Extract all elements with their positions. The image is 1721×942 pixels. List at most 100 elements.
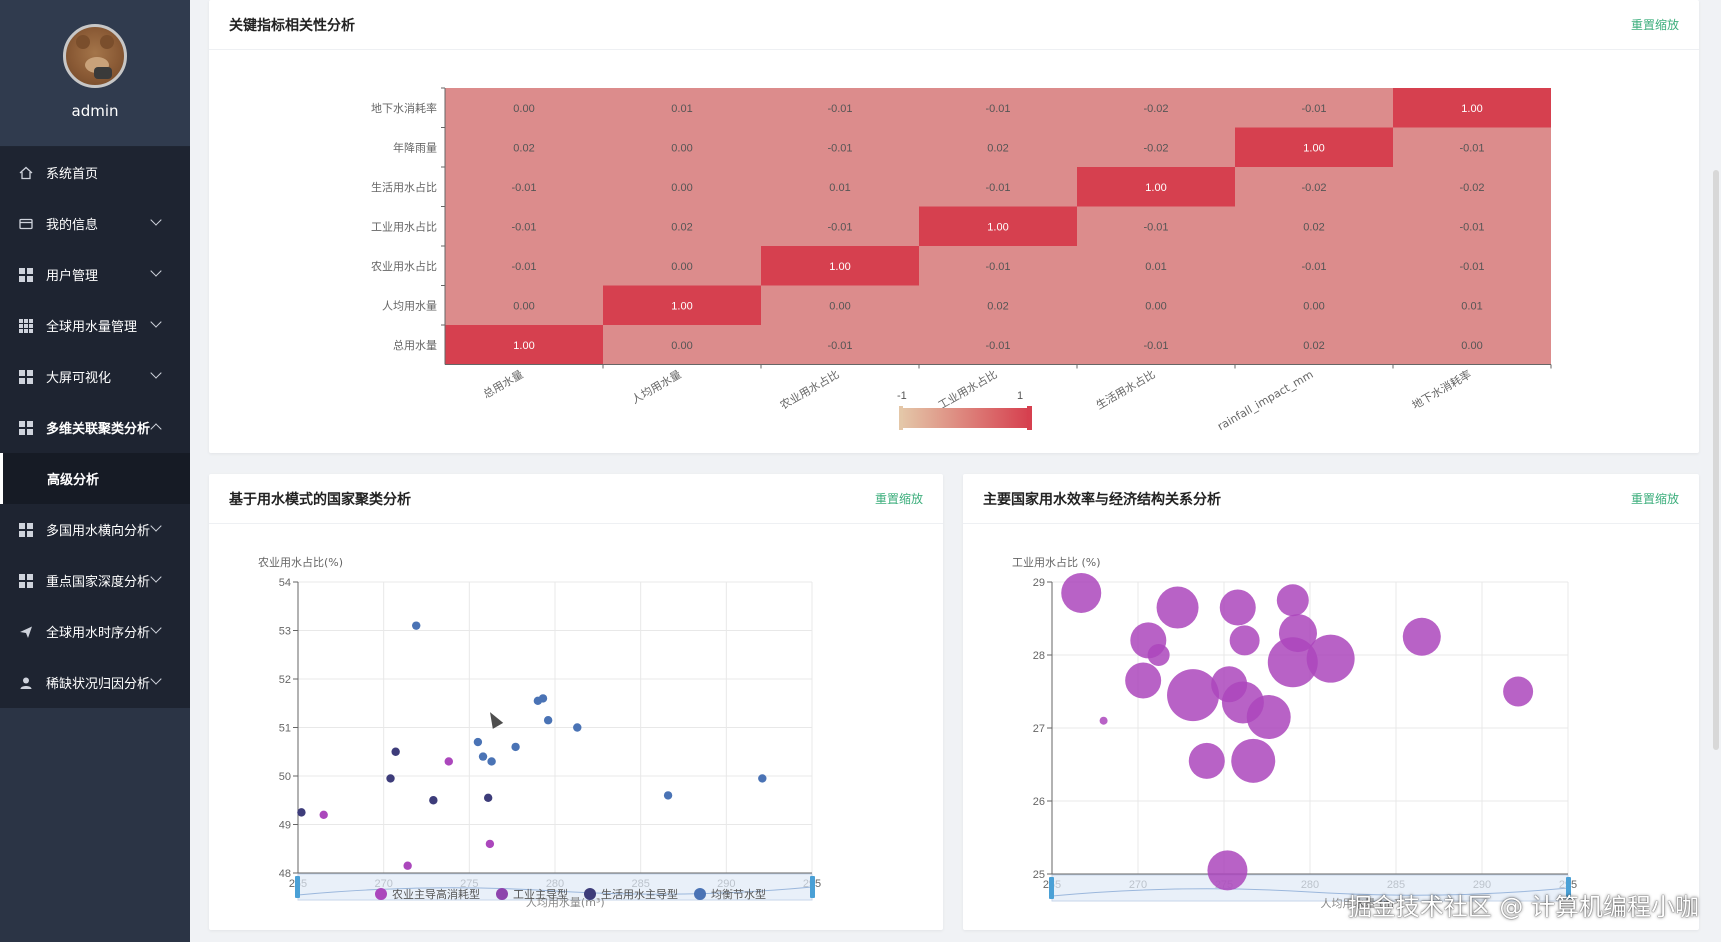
heatmap-cell: [919, 325, 1077, 365]
y-tick-label: 48: [279, 868, 291, 880]
heatmap-cell-label: -0.02: [1143, 142, 1168, 154]
reset-zoom-button[interactable]: 重置缩放: [1630, 18, 1679, 32]
heatmap-cell-label: -0.02: [1143, 103, 1168, 115]
zoom-slider: [1051, 874, 1569, 902]
heatmap-cell-label: -0.02: [1459, 182, 1484, 194]
heatmap-cell-label: -0.01: [985, 103, 1010, 115]
heatmap-cell-label: 0.01: [1461, 300, 1482, 312]
heatmap-cell: [1393, 285, 1551, 325]
heatmap-cell: [603, 88, 761, 128]
bubble-point: [1188, 742, 1225, 779]
menu-item-big-screen[interactable]: 大屏可视化: [0, 351, 190, 402]
scrollbar-thumb[interactable]: [1713, 170, 1719, 750]
heatmap-cell: [445, 325, 603, 365]
visual-map-max-label: 1: [1017, 390, 1023, 402]
heatmap-chart[interactable]: 1.00 0.00 -0.01 -0.01 -0.01 0.02 0.00 0.00 1.00 0…: [209, 0, 1699, 453]
home-icon: [18, 165, 34, 181]
reset-zoom-button[interactable]: 重置缩放: [1630, 492, 1679, 506]
heatmap-cell-label: -0.01: [1459, 221, 1484, 233]
cluster-scatter-chart[interactable]: 26527027528028529029548495051525354农业用水占…: [209, 474, 943, 930]
zoom-handle-left: [295, 876, 300, 898]
scrollbar[interactable]: [1709, 0, 1721, 942]
heatmap-cell: [761, 285, 919, 325]
scatter-point: [412, 621, 421, 630]
heatmap-cell: [1393, 127, 1551, 167]
heatmap-card: 关键指标相关性分析 重置缩放 1.00 0.00 -0.01 -0.01 -0.01 0.…: [209, 0, 1699, 453]
y-tick-label: 50: [279, 771, 291, 783]
menu-label: 大屏可视化: [46, 371, 112, 386]
y-tick-label: 地下水消耗率: [371, 101, 437, 115]
scatter-point: [573, 723, 582, 732]
y-tick-label: 27: [1033, 723, 1045, 735]
reset-zoom-button[interactable]: 重置缩放: [874, 492, 923, 506]
bubble-point: [1125, 662, 1162, 699]
bubble-point: [1276, 584, 1309, 617]
scatter-point: [511, 742, 520, 752]
y-tick-label: 生活用水占比: [371, 180, 437, 194]
grid-icon: [18, 573, 34, 589]
menu-item-time-series[interactable]: 全球用水时序分析: [0, 606, 190, 657]
heatmap-cell-label: -0.01: [827, 221, 852, 233]
x-axis-title: 人均用水量 (m³): [1320, 897, 1402, 910]
scatter-point: [478, 752, 488, 761]
y-tick-label: 工业用水占比: [371, 219, 437, 233]
heatmap-cell-label: -0.01: [1301, 103, 1326, 115]
y-tick-label: 52: [279, 674, 291, 686]
legend-marker: [584, 888, 596, 900]
heatmap-cell-label: -0.01: [985, 182, 1010, 194]
heatmap-cell-label: 0.00: [671, 182, 692, 194]
legend-label: 生活用水主导型: [601, 887, 678, 901]
menu-item-water-management[interactable]: 全球用水量管理: [0, 300, 190, 351]
chevron-down-icon: [150, 673, 162, 685]
chevron-up-icon: [150, 423, 162, 435]
chevron-down-icon: [150, 622, 162, 634]
heatmap-cell: [919, 246, 1077, 286]
menu-label: 多国用水横向分析: [46, 524, 151, 539]
heatmap-cell: [445, 285, 603, 325]
menu-label: 多维关联聚类分析: [46, 422, 151, 437]
zoom-slider-shadow: [1051, 887, 1569, 897]
menu-item-my-info[interactable]: 我的信息: [0, 198, 190, 249]
y-tick-label: 农业用水占比: [371, 259, 437, 273]
x-tick-label: 生活用水占比: [1093, 367, 1157, 412]
heatmap-cell-label: 0.02: [987, 300, 1008, 312]
heatmap-cell-label: 0.02: [1303, 221, 1324, 233]
menu-item-user-management[interactable]: 用户管理: [0, 249, 190, 300]
side-menu: 系统首页 我的信息 用户管理 全球用水量管理 大屏可视化 多维关联聚类分析: [0, 147, 190, 708]
zoom-handle-right: [810, 876, 815, 898]
bubble-chart[interactable]: 2652702752802852902952526272829工业用水占比 (%…: [963, 474, 1699, 930]
heatmap-cell: [603, 325, 761, 365]
heatmap-cell: [1077, 246, 1235, 286]
heatmap-cell-label: -0.02: [1301, 182, 1326, 194]
heatmap-cell-label: 1.00: [513, 340, 534, 352]
heatmap-cell: [761, 325, 919, 365]
menu-item-advanced-analysis[interactable]: 高级分析: [0, 453, 190, 504]
bubble-point: [1147, 644, 1170, 666]
scatter-point: [473, 737, 483, 747]
x-axis-title: 人均用水量(m³): [526, 896, 605, 909]
menu-item-key-country[interactable]: 重点国家深度分析: [0, 555, 190, 606]
heatmap-cell: [761, 127, 919, 167]
heatmap-cell: [445, 88, 603, 128]
heatmap-cell: [1077, 88, 1235, 128]
scatter-point: [429, 796, 438, 805]
heatmap-cell-label: 1.00: [671, 300, 692, 312]
menu-item-scarcity[interactable]: 稀缺状况归因分析: [0, 657, 190, 708]
scatter-point: [485, 839, 495, 849]
legend-marker: [375, 888, 387, 900]
menu-label: 高级分析: [47, 473, 100, 488]
y-tick-label: 人均用水量: [382, 299, 437, 312]
heatmap-cell-label: -0.01: [827, 142, 852, 154]
grid-icon: [18, 267, 34, 283]
menu-item-cluster-analysis[interactable]: 多维关联聚类分析: [0, 402, 190, 453]
scatter-point: [758, 774, 767, 783]
legend-marker: [694, 888, 706, 900]
menu-item-cross-country[interactable]: 多国用水横向分析: [0, 504, 190, 555]
heatmap-cell-label: 0.00: [671, 261, 692, 273]
y-axis-title: 工业用水占比 (%): [1012, 555, 1101, 569]
avatar[interactable]: [63, 24, 127, 88]
cluster-card: 基于用水模式的国家聚类分析 重置缩放 265270275280285290295…: [209, 474, 943, 930]
chevron-down-icon: [150, 571, 162, 583]
visual-map-min-label: -1: [897, 390, 907, 402]
menu-item-home[interactable]: 系统首页: [0, 147, 190, 198]
